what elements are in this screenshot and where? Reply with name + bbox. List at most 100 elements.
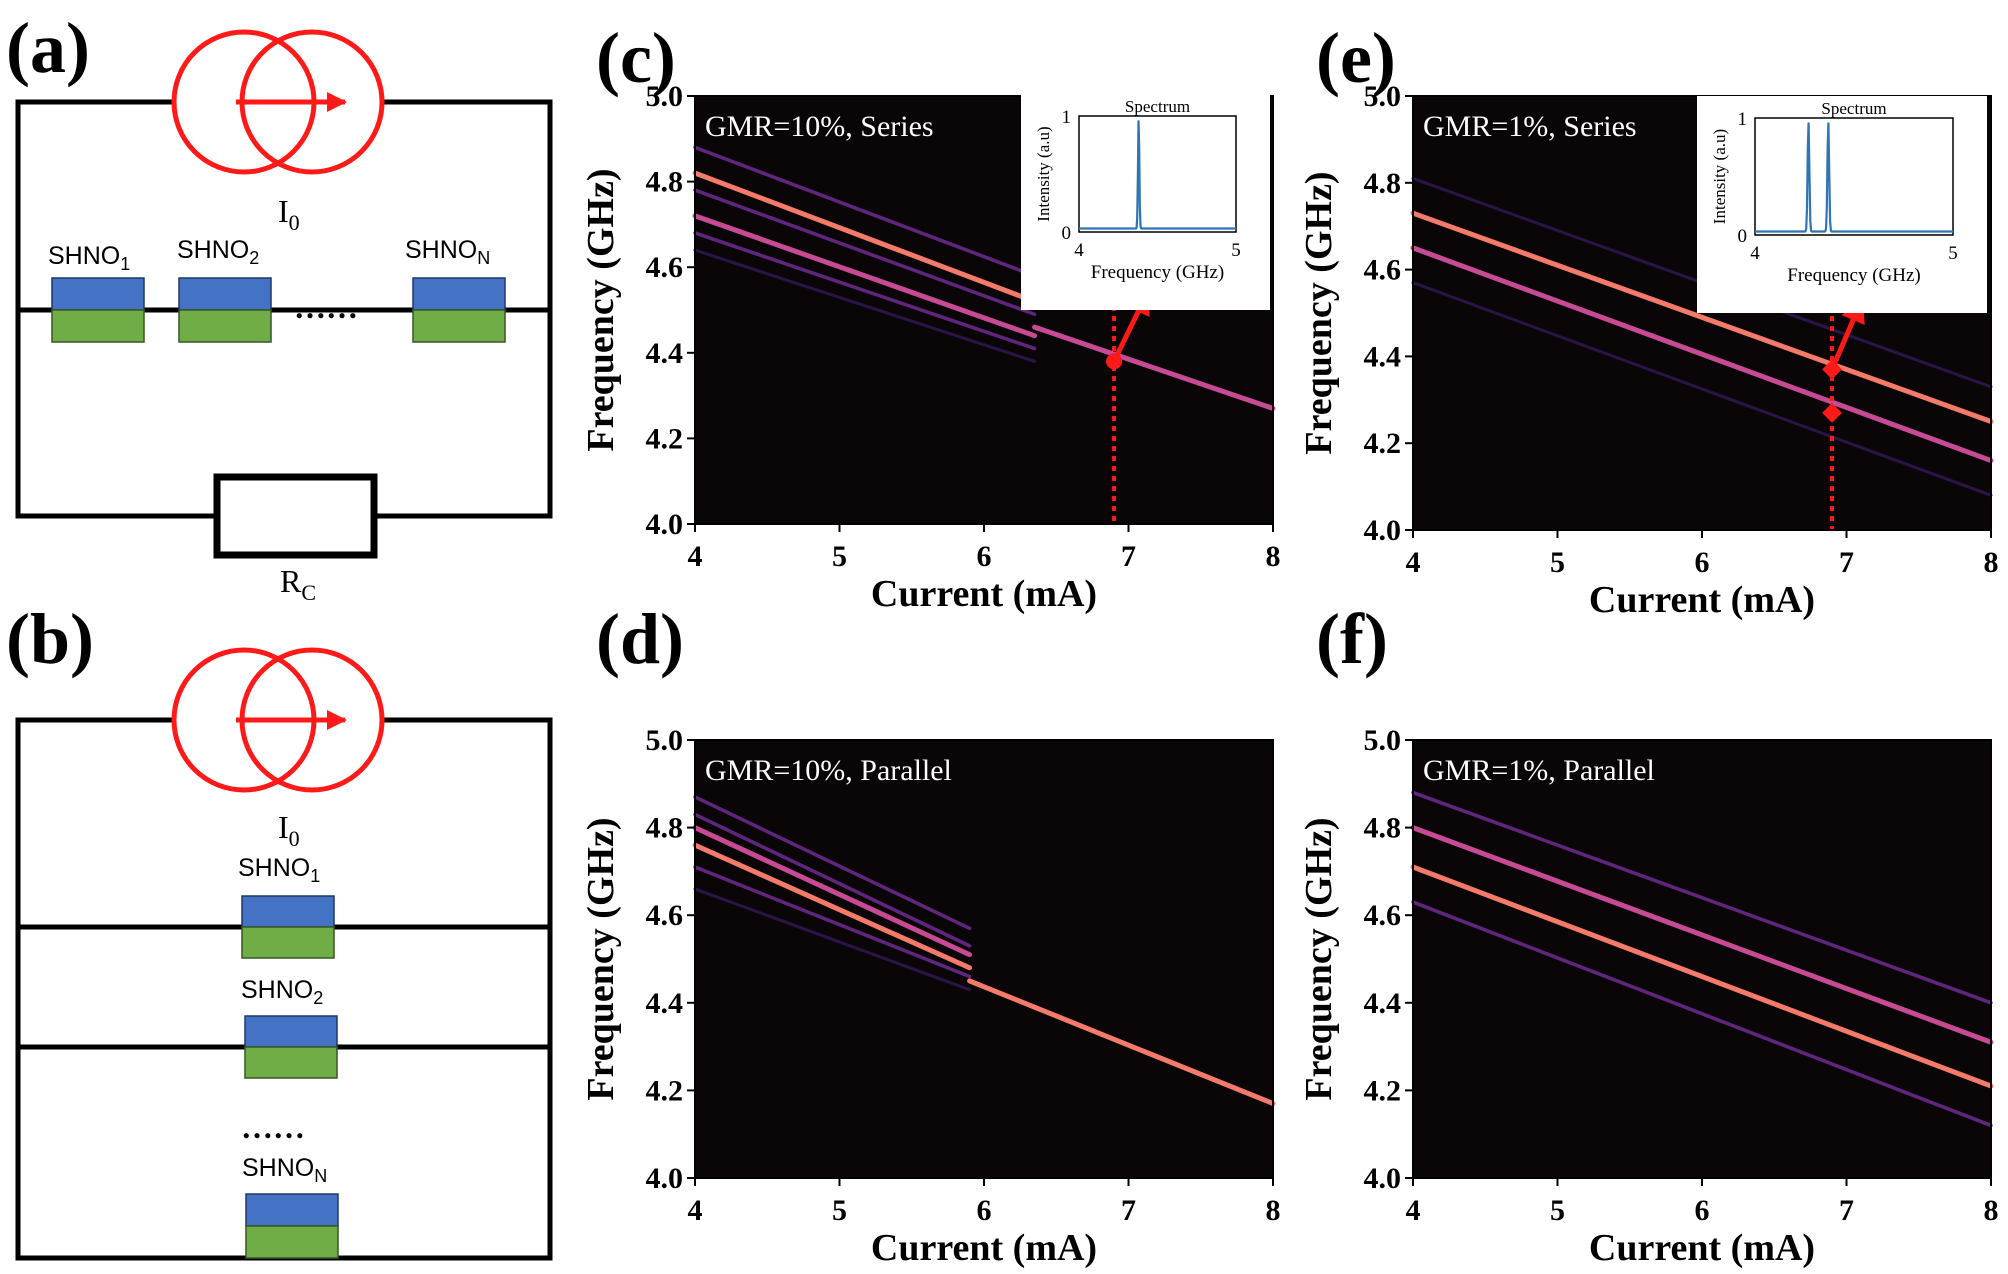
- shno-b-1: SHNO1: [238, 854, 335, 959]
- inset-y-label-c: Intensity (a.u): [1034, 126, 1053, 221]
- annotation-e: GMR=1%, Series: [1423, 110, 1637, 143]
- x-tick-label-d-1: 5: [832, 1194, 847, 1227]
- y-tick-label-e-2: 4.4: [1364, 340, 1402, 373]
- shno-a-2: SHNO2: [177, 236, 272, 343]
- resistor-label: RC: [280, 563, 316, 605]
- y-tick-label-f-3: 4.6: [1364, 899, 1402, 932]
- spectral-line-d-0: [693, 795, 972, 931]
- x-tick-label-e-4: 8: [1984, 546, 1999, 579]
- y-tick-label-c-0: 4.0: [646, 508, 684, 541]
- inset-x-label-e: Frequency (GHz): [1787, 265, 1920, 286]
- source-b-label: I0: [278, 809, 300, 851]
- y-axis-label-c: Frequency (GHz): [580, 168, 622, 451]
- inset-y-label-e: Intensity (a.u): [1710, 129, 1729, 224]
- inset-y-tick-c-1: 1: [1062, 107, 1072, 128]
- y-axis-label-f: Frequency (GHz): [1298, 817, 1340, 1100]
- shno-b-2-bottom: [244, 1046, 338, 1079]
- current-source-b: [171, 647, 385, 793]
- panel-label-e: (e): [1316, 18, 1396, 98]
- annotation-d: GMR=10%, Parallel: [705, 754, 952, 787]
- shno-a-n-top: [412, 277, 506, 311]
- x-tick-label-d-3: 7: [1121, 1194, 1136, 1227]
- y-tick-label-d-4: 4.8: [646, 812, 684, 845]
- y-tick-label-e-4: 4.8: [1364, 167, 1402, 200]
- chart-panel-e: 4 5 6 7 8 4.0 4.2 4.4 4.6 4.8 5.0 Current (mA) Frequ…: [1298, 80, 1999, 621]
- x-axis-label-e: Current (mA): [1589, 579, 1815, 621]
- y-tick-label-c-3: 4.6: [646, 251, 684, 284]
- spectral-line-d-6: [967, 978, 1276, 1107]
- spectral-line-d-3: [692, 842, 973, 971]
- inset-frame-c: [1078, 115, 1237, 233]
- shno-a-1: SHNO1: [48, 242, 145, 343]
- panel-label-c: (c): [596, 18, 676, 98]
- shno-a-1-top: [51, 277, 145, 311]
- x-tick-label-f-3: 7: [1839, 1194, 1854, 1227]
- inset-y-tick-c-0: 0: [1062, 223, 1072, 244]
- spectral-line-c-5: [693, 248, 1037, 363]
- shno-a-1-bottom: [51, 309, 145, 343]
- ellipsis-b: ……: [241, 1109, 305, 1145]
- spectral-line-f-3: [1411, 900, 1993, 1128]
- plot-background-d: [695, 740, 1273, 1178]
- x-tick-label-e-3: 7: [1839, 546, 1854, 579]
- annotation-f: GMR=1%, Parallel: [1423, 754, 1655, 787]
- spectral-line-f-2: [1410, 864, 1994, 1089]
- x-tick-label-d-4: 8: [1266, 1194, 1281, 1227]
- spectral-line-d-1: [693, 812, 972, 948]
- x-tick-label-f-0: 4: [1406, 1194, 1421, 1227]
- inset-title-e: Spectrum: [1821, 99, 1886, 118]
- inset-y-tick-e-0: 0: [1738, 226, 1748, 247]
- marker-diamond-e-1: [1822, 402, 1842, 423]
- shno-a-n-bottom: [412, 309, 506, 343]
- inset-x-tick-e-1: 5: [1948, 243, 1958, 264]
- panel-label-d: (d): [596, 599, 684, 679]
- x-tick-label-d-2: 6: [977, 1194, 992, 1227]
- x-tick-label-e-0: 4: [1406, 546, 1421, 579]
- x-tick-label-c-4: 8: [1266, 540, 1281, 573]
- y-tick-label-d-2: 4.4: [646, 987, 684, 1020]
- spectral-line-e-2: [1410, 245, 1994, 464]
- shno-b-2-top: [244, 1015, 338, 1048]
- shno-b-1-bottom: [241, 926, 335, 959]
- x-tick-label-c-2: 6: [977, 540, 992, 573]
- y-tick-label-d-0: 4.0: [646, 1162, 684, 1195]
- chart-panel-f: 4 5 6 7 8 4.0 4.2 4.4 4.6 4.8 5.0 Current (mA) Frequ…: [1298, 724, 1999, 1269]
- spectral-line-f-0: [1411, 790, 1993, 1005]
- y-tick-label-c-1: 4.2: [646, 422, 684, 455]
- x-tick-label-f-4: 8: [1984, 1194, 1999, 1227]
- x-tick-label-d-0: 4: [688, 1194, 703, 1227]
- spectral-line-c-4: [693, 231, 1037, 351]
- shno-a-2-label: SHNO2: [177, 236, 259, 268]
- shno-b-n-bottom: [245, 1225, 339, 1259]
- inset-spectrum-line-e: [1755, 122, 1953, 233]
- x-tick-label-e-1: 5: [1550, 546, 1565, 579]
- y-tick-label-e-5: 5.0: [1364, 80, 1402, 113]
- shno-a-n: SHNON: [405, 236, 506, 343]
- shno-b-1-label: SHNO1: [238, 854, 320, 886]
- shno-b-n-top: [245, 1193, 339, 1227]
- y-axis-label-e: Frequency (GHz): [1298, 171, 1340, 454]
- y-tick-label-d-5: 5.0: [646, 724, 684, 757]
- x-tick-label-c-0: 4: [688, 540, 703, 573]
- y-tick-label-e-3: 4.6: [1364, 254, 1402, 287]
- spectral-line-d-2: [692, 825, 973, 958]
- spectral-line-c-0: [693, 145, 1037, 278]
- spectral-line-f-1: [1410, 825, 1994, 1045]
- spectral-line-e-3: [1411, 281, 1993, 497]
- chart-panel-c: 4 5 6 7 8 4.0 4.2 4.4 4.6 4.8 5.0 Current (mA) Frequ…: [580, 80, 1281, 615]
- panel-label-b: (b): [6, 599, 94, 679]
- x-axis-label-d: Current (mA): [871, 1227, 1097, 1269]
- x-axis-label-f: Current (mA): [1589, 1227, 1815, 1269]
- y-tick-label-e-0: 4.0: [1364, 514, 1402, 547]
- ellipsis-a: ……: [294, 289, 358, 325]
- chart-panel-d: 4 5 6 7 8 4.0 4.2 4.4 4.6 4.8 5.0 Current (mA) Frequ…: [580, 724, 1281, 1269]
- spectral-line-c-2: [693, 188, 1037, 317]
- shno-b-2-label: SHNO2: [241, 976, 323, 1008]
- inset-x-tick-c-1: 5: [1231, 240, 1241, 261]
- spectral-line-c-3: [692, 213, 1038, 339]
- y-tick-label-e-1: 4.2: [1364, 427, 1402, 460]
- shno-a-2-top: [178, 277, 272, 311]
- x-tick-label-c-1: 5: [832, 540, 847, 573]
- spectral-line-c-1: [692, 170, 1038, 304]
- inset-x-tick-c-0: 4: [1074, 240, 1084, 261]
